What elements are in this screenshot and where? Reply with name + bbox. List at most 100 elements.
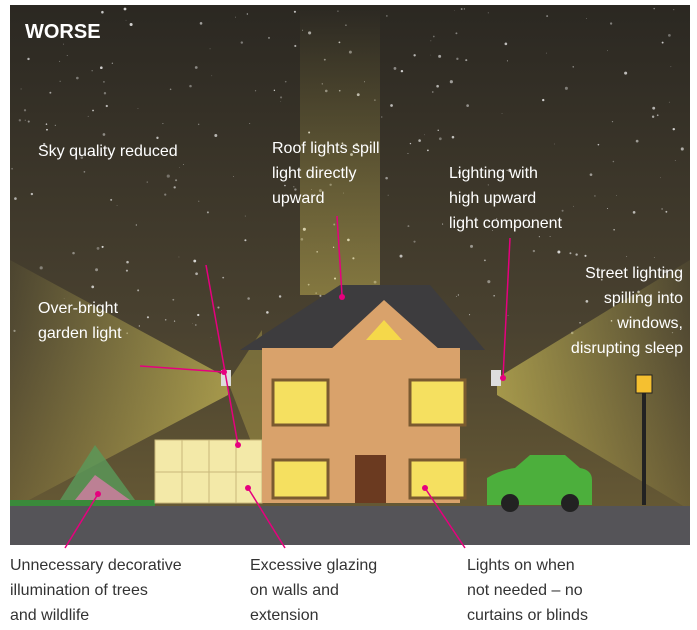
star: [254, 90, 257, 92]
star: [62, 43, 65, 45]
star: [469, 314, 471, 316]
star: [173, 320, 176, 322]
star: [561, 209, 564, 212]
star: [266, 311, 269, 314]
star: [102, 133, 106, 136]
star: [179, 166, 181, 168]
star: [409, 142, 412, 145]
star: [572, 66, 574, 68]
star: [156, 136, 159, 140]
star: [579, 321, 581, 324]
star: [27, 57, 30, 61]
star: [575, 253, 578, 256]
star: [607, 50, 608, 52]
star: [46, 128, 48, 131]
star: [294, 188, 297, 191]
label-line: Excessive glazing: [250, 557, 377, 574]
windows: [271, 378, 467, 500]
star: [217, 306, 220, 309]
label-line: Lights on when: [467, 557, 575, 574]
star: [194, 324, 197, 326]
star: [626, 256, 628, 258]
star: [413, 54, 416, 57]
star: [244, 215, 246, 217]
star: [92, 109, 94, 112]
star: [195, 272, 198, 276]
star: [105, 104, 108, 108]
label-line: not needed – no: [467, 582, 583, 599]
star: [653, 257, 655, 258]
star: [91, 285, 95, 289]
star: [80, 156, 84, 159]
light-cone-left: [10, 260, 228, 510]
star: [99, 66, 103, 70]
star: [135, 224, 137, 226]
star: [280, 101, 282, 102]
star: [426, 149, 429, 152]
star: [493, 295, 495, 297]
label-line: garden light: [38, 325, 122, 342]
star: [483, 259, 486, 262]
star: [530, 225, 532, 228]
star: [146, 181, 148, 183]
star: [665, 210, 668, 213]
star: [508, 168, 512, 172]
star: [30, 192, 34, 196]
star: [418, 139, 421, 142]
star: [169, 88, 172, 91]
star: [668, 34, 671, 37]
star: [164, 319, 167, 321]
star: [573, 205, 574, 207]
star: [554, 143, 555, 145]
label-line: upward: [272, 190, 324, 207]
star: [424, 134, 425, 136]
star: [496, 218, 498, 220]
star: [430, 54, 432, 56]
star: [197, 313, 200, 317]
star: [214, 133, 218, 137]
greenhouse-frame: [155, 440, 262, 503]
star: [545, 52, 547, 54]
star: [431, 91, 434, 93]
star: [557, 250, 561, 254]
gable-window: [366, 320, 402, 340]
star: [189, 84, 192, 88]
star: [454, 10, 455, 11]
star: [594, 195, 596, 197]
star: [222, 276, 225, 279]
star: [164, 193, 167, 196]
star: [175, 179, 178, 182]
star: [407, 225, 410, 228]
star: [507, 315, 509, 316]
star: [501, 113, 503, 114]
road: [10, 506, 690, 545]
label-line: spilling into: [604, 290, 683, 307]
star: [437, 129, 439, 131]
star: [457, 294, 459, 296]
roof: [240, 285, 485, 350]
star: [400, 69, 404, 73]
label-line: Unnecessary decorative: [10, 557, 182, 574]
star: [564, 86, 568, 90]
label-line: Over-bright: [38, 300, 119, 317]
star: [438, 137, 442, 141]
star: [611, 121, 614, 123]
star: [385, 176, 388, 180]
star: [390, 104, 393, 107]
label-line: Street lighting: [585, 265, 683, 282]
star: [101, 245, 104, 248]
star: [95, 268, 99, 272]
star: [393, 67, 397, 70]
star: [126, 260, 129, 264]
star: [653, 7, 655, 10]
door: [355, 455, 386, 503]
label-line: extension: [250, 607, 319, 624]
star: [652, 106, 656, 110]
star: [14, 197, 17, 200]
star: [279, 96, 283, 99]
star: [451, 135, 455, 139]
star: [616, 195, 617, 196]
wall-glow: [228, 330, 262, 470]
star: [206, 211, 209, 214]
star: [125, 19, 127, 21]
